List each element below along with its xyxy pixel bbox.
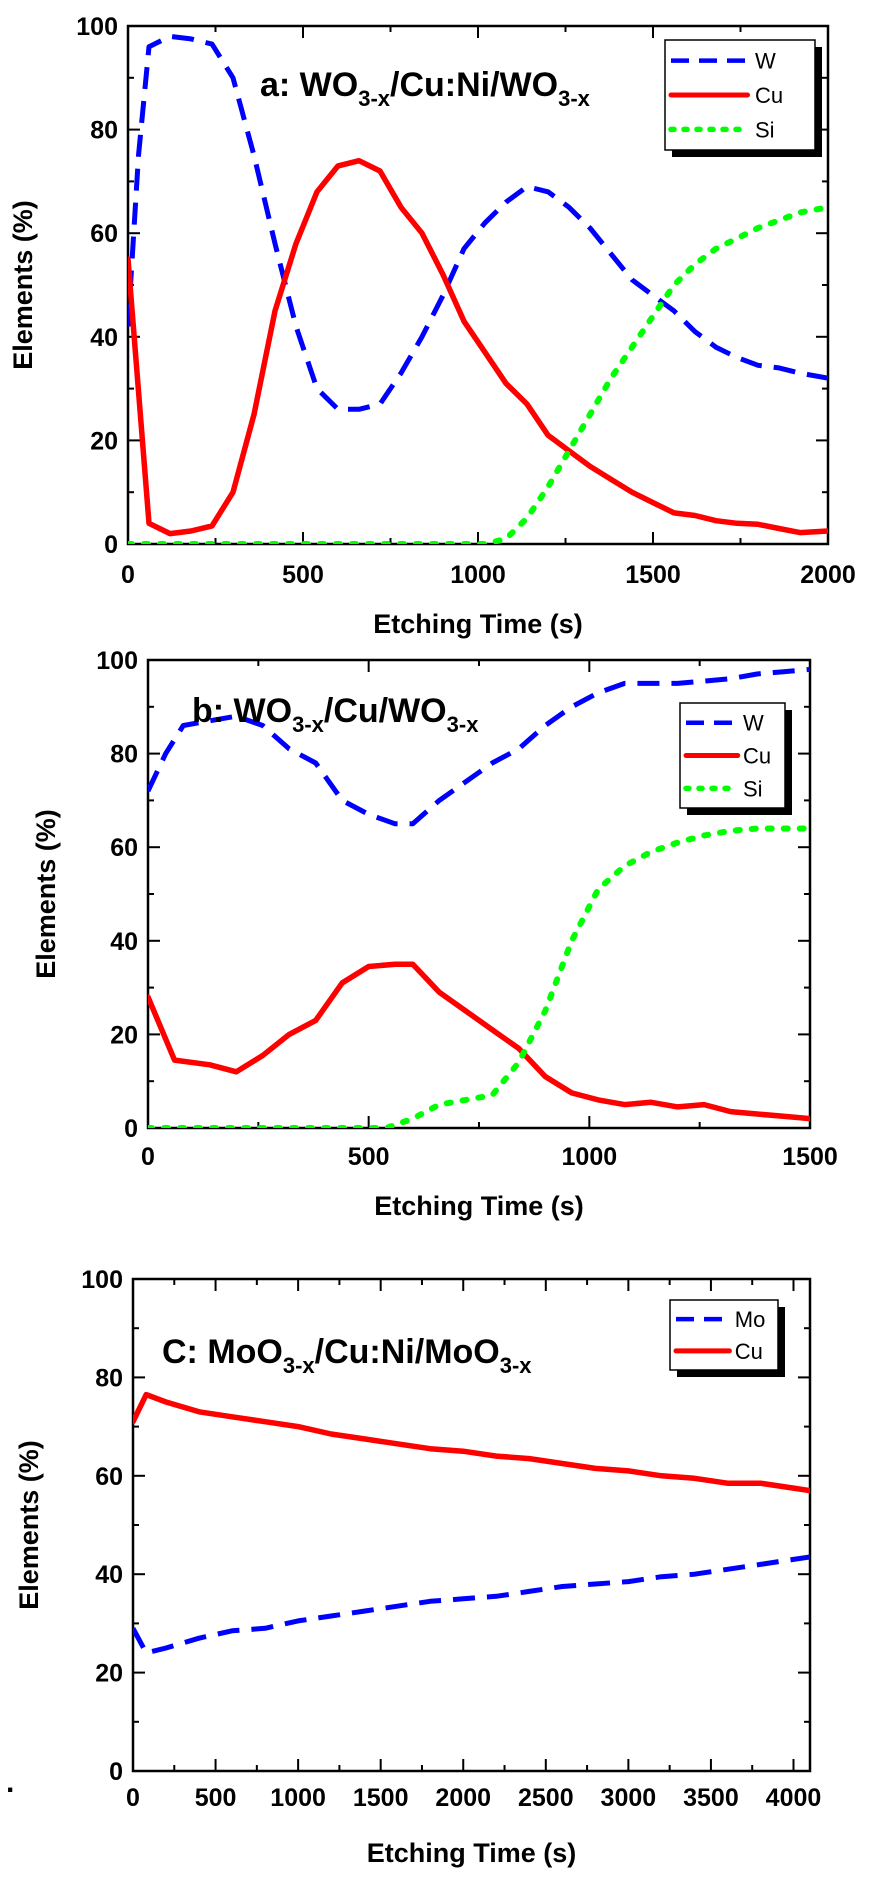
- legend-label-mo: Mo: [735, 1307, 766, 1332]
- y-tick-label: 20: [90, 427, 118, 455]
- panel-title: b: WO3-x/Cu/WO3-x: [192, 692, 479, 737]
- x-tick-label: 0: [141, 1143, 155, 1171]
- series-line-si: [128, 204, 828, 544]
- legend-label-si: Si: [743, 776, 763, 801]
- x-axis-title: Etching Time (s): [367, 1838, 577, 1868]
- series-line-mo: [133, 1554, 810, 1656]
- x-tick-label: 2500: [518, 1784, 574, 1812]
- y-tick-label: 60: [95, 1463, 123, 1491]
- y-tick-label: 0: [104, 531, 118, 559]
- x-tick-label: 1000: [450, 561, 506, 589]
- series-line-cu: [133, 1391, 810, 1494]
- title-subscript: 3-x: [292, 712, 325, 737]
- series-line-cu: [128, 157, 828, 537]
- y-tick-label: 80: [110, 741, 138, 769]
- panel-title: a: WO3-x/Cu:Ni/WO3-x: [260, 66, 591, 111]
- y-tick-label: 60: [90, 220, 118, 248]
- x-tick-label: 2000: [800, 561, 856, 589]
- y-tick-label: 100: [96, 647, 138, 675]
- title-part: /Cu:Ni/WO: [390, 66, 558, 104]
- title-subscript: 3-x: [500, 1353, 533, 1378]
- x-tick-label: 500: [195, 1784, 237, 1812]
- x-tick-label: 4000: [766, 1784, 822, 1812]
- title-part: /Cu/WO: [324, 692, 447, 730]
- series-line-w: [128, 33, 828, 412]
- title-part: C: MoO: [162, 1333, 283, 1371]
- legend-label-cu: Cu: [743, 744, 771, 769]
- data-area: [148, 666, 810, 1128]
- y-tick-label: 20: [95, 1660, 123, 1688]
- y-axis-title: Elements (%): [8, 200, 38, 370]
- series-line-si: [148, 825, 810, 1128]
- x-axis-title: Etching Time (s): [373, 609, 583, 639]
- panel-title: C: MoO3-x/Cu:Ni/MoO3-x: [162, 1333, 532, 1378]
- y-tick-label: 0: [109, 1758, 123, 1786]
- y-tick-label: 0: [124, 1115, 138, 1143]
- title-part: /Cu:Ni/MoO: [315, 1333, 500, 1371]
- y-tick-label: 80: [90, 117, 118, 145]
- y-tick-label: 100: [76, 13, 118, 41]
- y-tick-label: 40: [90, 324, 118, 352]
- x-tick-label: 3000: [601, 1784, 657, 1812]
- y-tick-label: 40: [110, 928, 138, 956]
- y-tick-label: 80: [95, 1364, 123, 1392]
- x-tick-label: 3500: [683, 1784, 739, 1812]
- series-line-cu: [148, 961, 810, 1122]
- legend-label-w: W: [755, 49, 776, 74]
- stray-mark: .: [6, 1766, 14, 1799]
- x-tick-label: 2000: [435, 1784, 491, 1812]
- title-part: b: WO: [192, 692, 292, 730]
- legend-label-si: Si: [755, 117, 775, 142]
- y-tick-label: 20: [110, 1021, 138, 1049]
- data-area: [133, 1391, 810, 1656]
- legend-label-w: W: [743, 711, 764, 736]
- title-subscript: 3-x: [558, 86, 591, 111]
- x-tick-label: 0: [126, 1784, 140, 1812]
- legend-label-cu: Cu: [755, 83, 783, 108]
- x-tick-label: 500: [282, 561, 324, 589]
- legend-label-cu: Cu: [735, 1339, 763, 1364]
- y-tick-label: 40: [95, 1561, 123, 1589]
- data-area: [128, 33, 828, 544]
- x-axis-title: Etching Time (s): [374, 1191, 584, 1221]
- x-tick-label: 0: [121, 561, 135, 589]
- title-subscript: 3-x: [283, 1353, 316, 1378]
- x-tick-label: 500: [348, 1143, 390, 1171]
- legend-box: [669, 1299, 779, 1371]
- y-axis-title: Elements (%): [31, 809, 61, 979]
- title-subscript: 3-x: [447, 712, 480, 737]
- x-tick-label: 1000: [270, 1784, 326, 1812]
- y-axis-title: Elements (%): [14, 1440, 44, 1610]
- x-tick-label: 1500: [782, 1143, 838, 1171]
- x-tick-label: 1000: [562, 1143, 618, 1171]
- y-tick-label: 60: [110, 834, 138, 862]
- title-subscript: 3-x: [358, 86, 391, 111]
- series-line-w: [148, 666, 810, 827]
- x-tick-label: 1500: [625, 561, 681, 589]
- x-tick-label: 1500: [353, 1784, 409, 1812]
- y-tick-label: 100: [81, 1266, 123, 1294]
- title-part: a: WO: [260, 66, 358, 104]
